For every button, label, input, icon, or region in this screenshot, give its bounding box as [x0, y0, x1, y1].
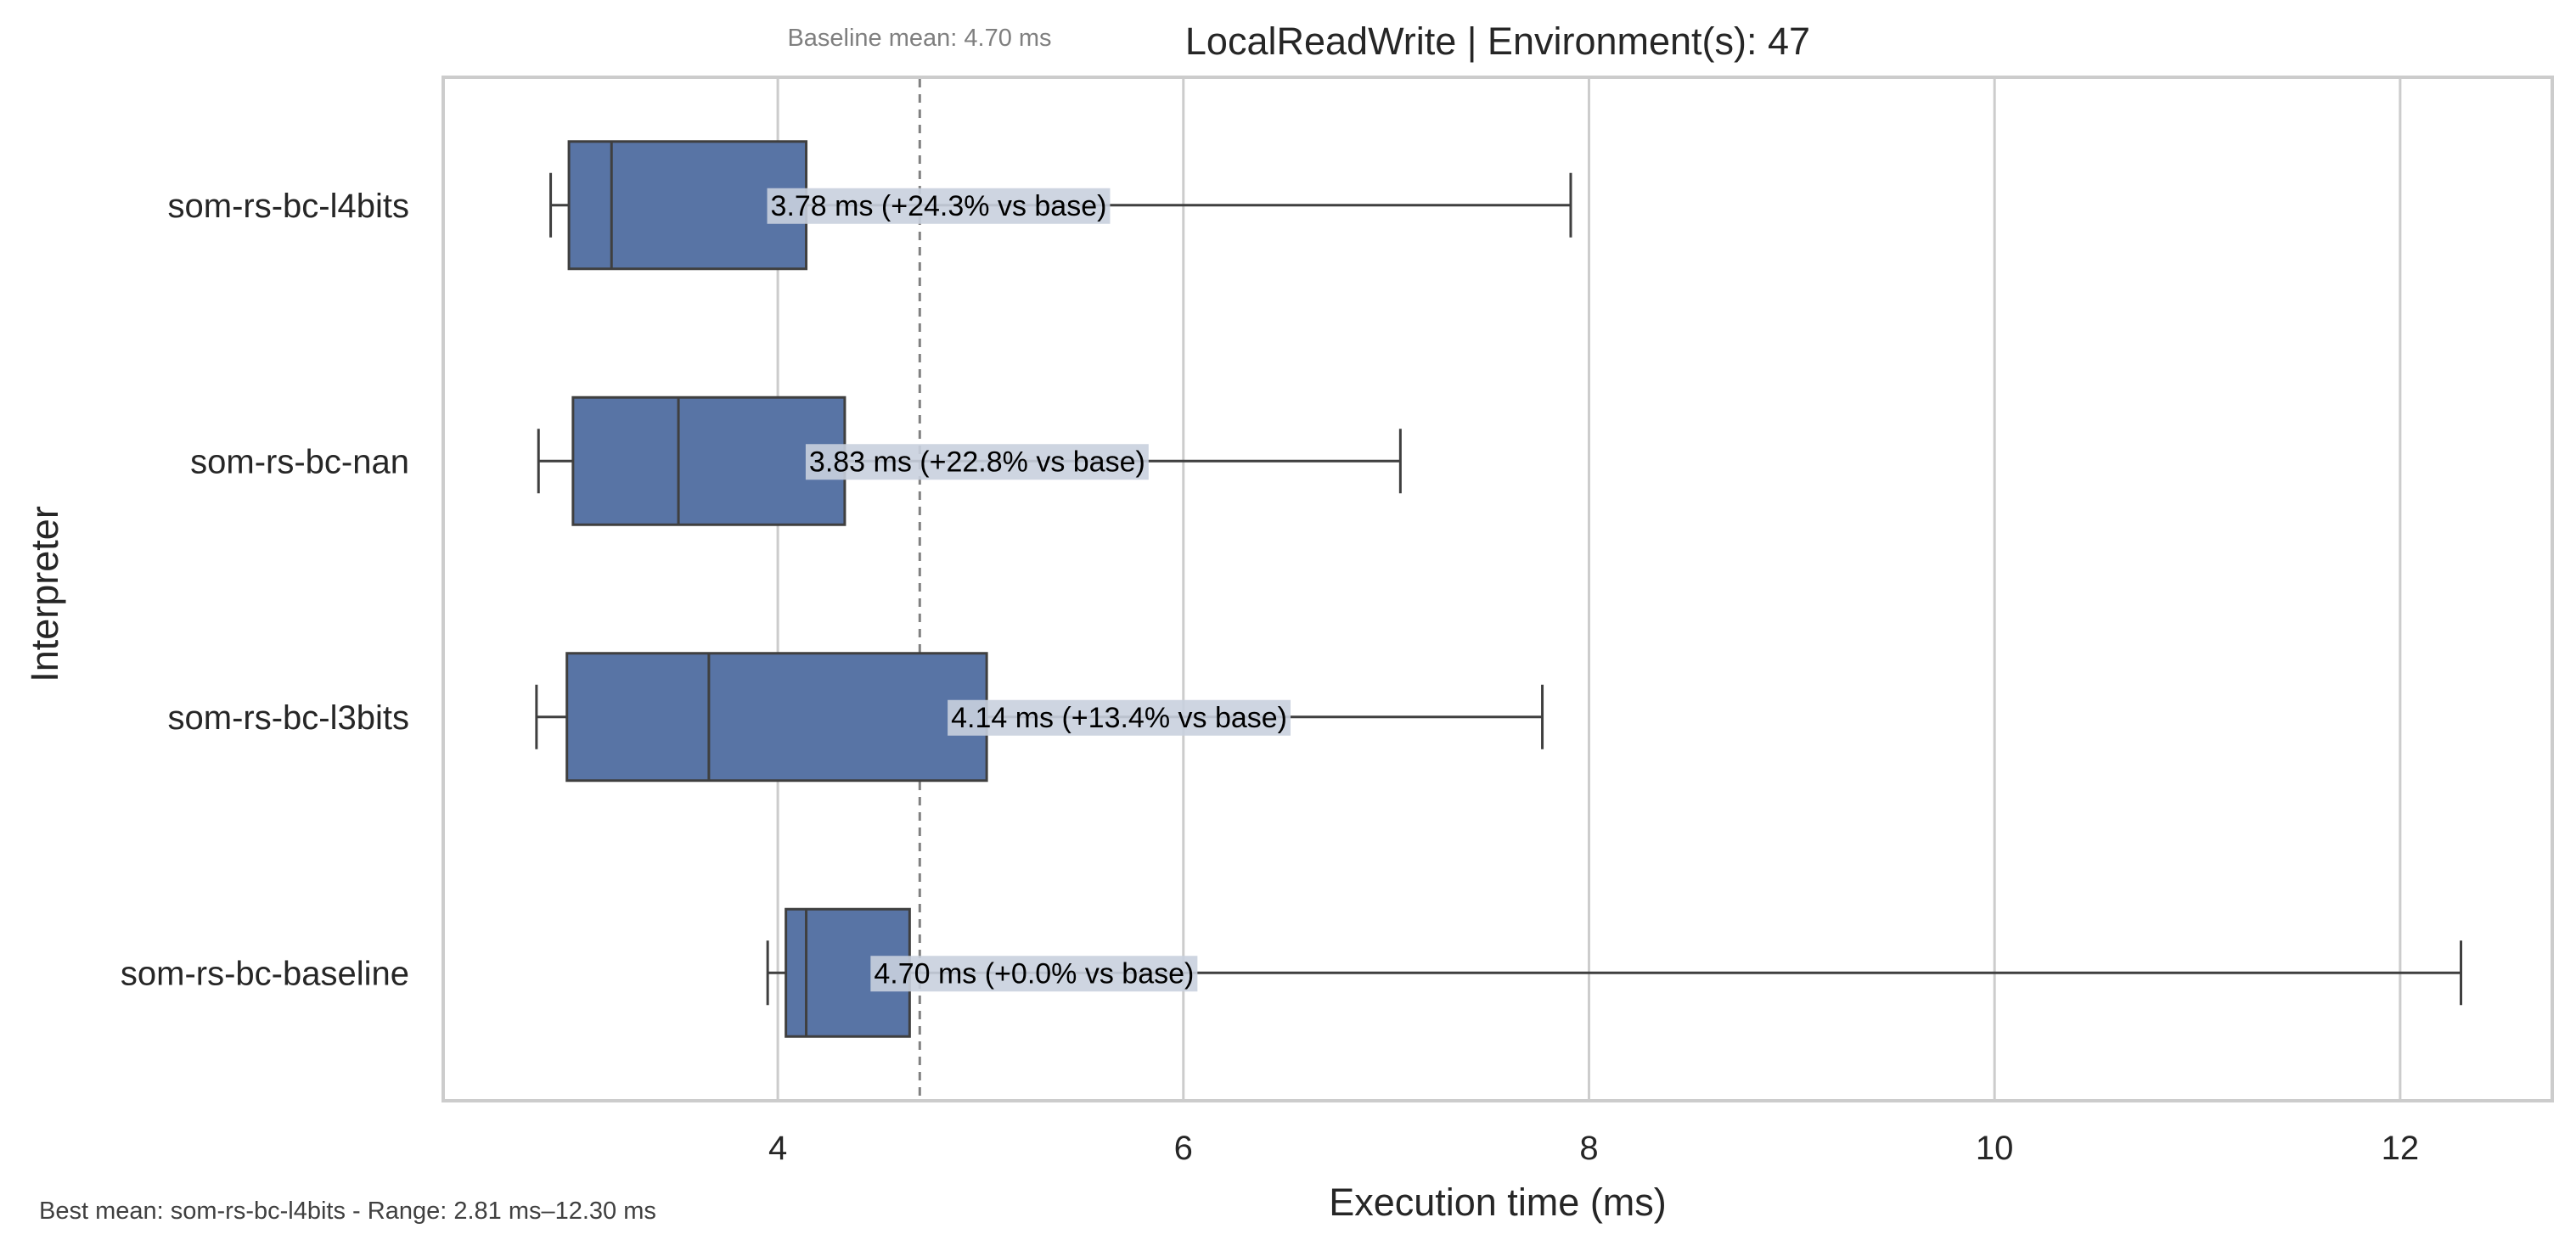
- x-tick-label: 12: [2382, 1130, 2420, 1167]
- box-plot-som-rs-bc-l4bits: [549, 140, 1572, 271]
- x-tick-label: 6: [1174, 1130, 1193, 1167]
- annotation-background: [805, 444, 1149, 480]
- y-axis-label: Interpreter: [23, 506, 66, 682]
- annotation-background: [870, 956, 1198, 992]
- y-tick-label: som-rs-bc-l4bits: [168, 188, 409, 225]
- box-iqr: [567, 140, 808, 271]
- mean-annotation-som-rs-bc-l4bits: 3.78 ms (+24.3% vs base): [767, 188, 1111, 224]
- mean-label-text: 4.14 ms (+13.4% vs base): [951, 702, 1287, 734]
- box-plot-som-rs-bc-baseline: [766, 907, 2463, 1038]
- x-tick-label: 8: [1579, 1130, 1598, 1167]
- baseline-mean-subtitle: Baseline mean: 4.70 ms: [787, 25, 1051, 52]
- y-tick-label: som-rs-bc-nan: [190, 443, 409, 480]
- mean-annotation-som-rs-bc-nan: 3.83 ms (+22.8% vs base): [805, 444, 1149, 480]
- mean-annotations: 3.78 ms (+24.3% vs base) 3.83 ms (+22.8% …: [767, 188, 1291, 992]
- chart-title: LocalReadWrite | Environment(s): 47: [1185, 20, 1810, 63]
- annotation-background: [767, 188, 1111, 224]
- annotation-background: [948, 699, 1291, 736]
- plot-area-frame: [442, 76, 2554, 1102]
- box-iqr: [571, 395, 846, 526]
- boxes: [535, 140, 2463, 1038]
- x-tick-labels: 4 6 8 10 12: [768, 1130, 2419, 1167]
- y-tick-labels: som-rs-bc-l4bits som-rs-bc-nan som-rs-bc-l…: [121, 188, 409, 993]
- mean-label-text: 3.78 ms (+24.3% vs base): [771, 190, 1107, 222]
- box-plot-som-rs-bc-l3bits: [535, 652, 1544, 783]
- y-tick-label: som-rs-bc-baseline: [121, 955, 409, 992]
- mean-annotation-som-rs-bc-baseline: 4.70 ms (+0.0% vs base): [870, 956, 1198, 992]
- best-mean-footer: Best mean: som-rs-bc-l4bits - Range: 2.8…: [39, 1198, 656, 1225]
- y-tick-label: som-rs-bc-l3bits: [168, 699, 409, 737]
- mean-label-text: 3.83 ms (+22.8% vs base): [809, 446, 1145, 478]
- gridlines: [776, 77, 2402, 1101]
- mean-label-text: 4.70 ms (+0.0% vs base): [874, 957, 1194, 990]
- x-tick-label: 10: [1976, 1130, 2014, 1167]
- box-iqr: [565, 652, 988, 783]
- x-axis-label: Execution time (ms): [1329, 1181, 1667, 1224]
- x-tick-label: 4: [768, 1130, 787, 1167]
- mean-annotation-som-rs-bc-l3bits: 4.14 ms (+13.4% vs base): [948, 699, 1291, 736]
